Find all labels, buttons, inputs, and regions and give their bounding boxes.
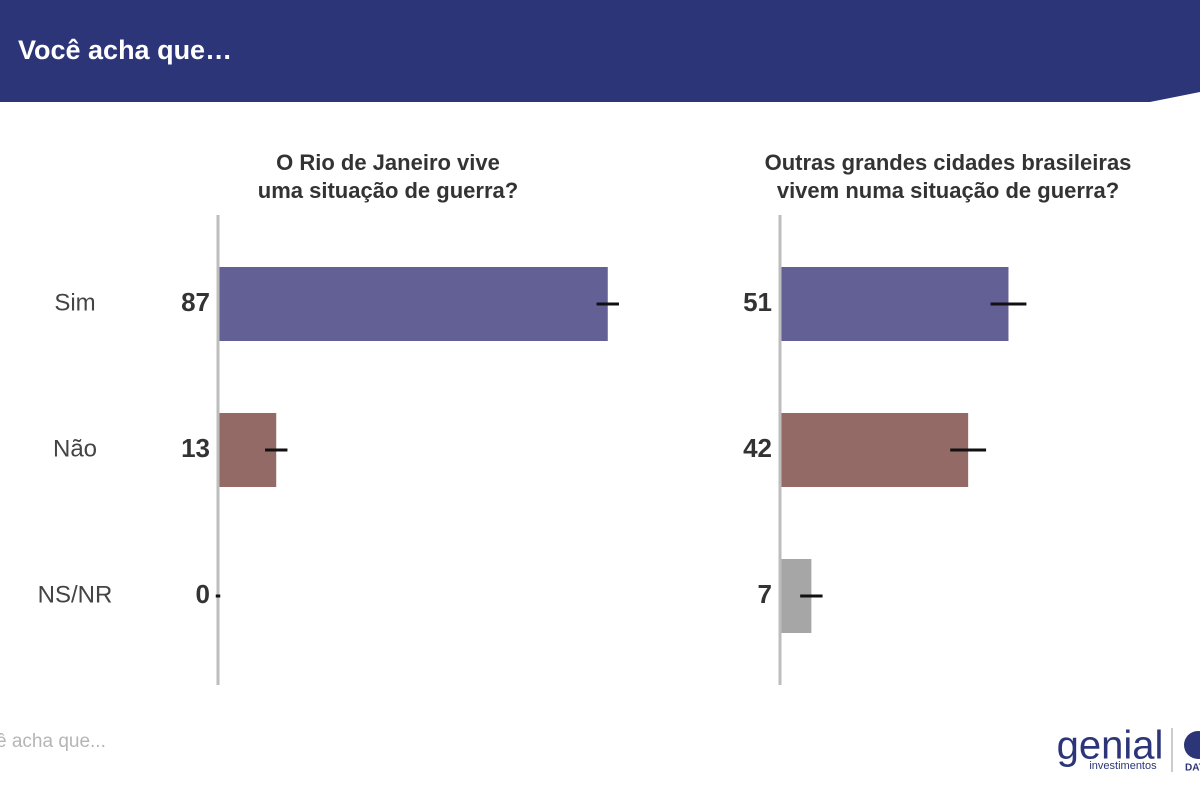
chart-title: Outras grandes cidades brasileiras — [765, 150, 1132, 175]
category-label: Não — [53, 435, 97, 462]
chart-title: uma situação de guerra? — [258, 178, 518, 203]
value-label: 42 — [743, 433, 772, 463]
logo-sub: investimentos — [1089, 760, 1157, 772]
category-label: NS/NR — [38, 581, 113, 608]
footer-note: ê acha que... — [0, 731, 106, 752]
partner-icon — [1184, 731, 1200, 759]
bar — [781, 413, 969, 487]
value-label: 7 — [758, 579, 772, 609]
logo: genial — [1057, 724, 1164, 768]
value-label: 87 — [181, 287, 210, 317]
bar — [781, 267, 1009, 341]
chart-title: O Rio de Janeiro vive — [276, 150, 500, 175]
bar — [219, 267, 608, 341]
header-bar — [0, 0, 1200, 102]
header-title: Você acha que… — [18, 35, 232, 65]
chart-title: vivem numa situação de guerra? — [777, 178, 1119, 203]
value-label: 0 — [196, 579, 210, 609]
partner-logo: DAT — [1185, 763, 1200, 774]
value-label: 13 — [181, 433, 210, 463]
value-label: 51 — [743, 287, 772, 317]
category-label: Sim — [54, 289, 95, 316]
